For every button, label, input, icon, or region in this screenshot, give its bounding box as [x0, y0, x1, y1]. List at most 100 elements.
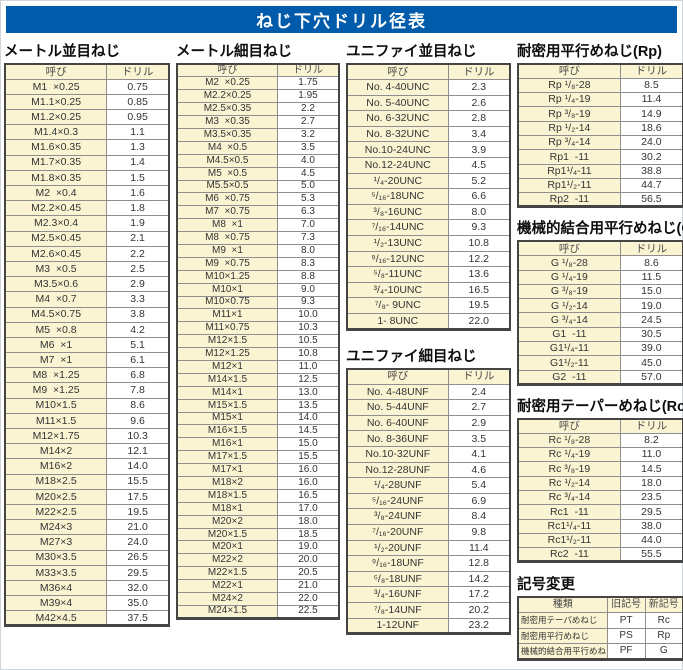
- designation-cell: Rc ¹/₂-14: [517, 475, 621, 491]
- designation-cell: M5 ×0.5: [176, 166, 278, 181]
- table-row: M8 ×0.75 7.3: [176, 231, 340, 245]
- designation-cell: M5 ×0.8: [4, 321, 108, 338]
- designation-cell: 1-12UNF: [346, 617, 449, 635]
- table-row: M20×1 19.0: [176, 540, 340, 555]
- table-row: No.10-24UNC 3.9: [346, 141, 511, 159]
- value-cell: 2.5: [106, 260, 170, 278]
- table-row: M2.6×0.45 2.2: [4, 245, 170, 262]
- value-cell: 5.1: [106, 336, 170, 354]
- value-cell: 10.5: [276, 334, 340, 349]
- designation-cell: ⁷/₁₆-20UNF: [346, 524, 449, 541]
- table-row: G1¹/₄-11 39.0: [517, 341, 683, 357]
- column-header: 呼び: [517, 63, 621, 79]
- value-cell: 1.4: [106, 154, 170, 171]
- designation-cell: M14×1.5: [176, 372, 278, 387]
- table-row: 1- 8UNC 22.0: [346, 313, 511, 330]
- table-row: ¹/₄-28UNF 5.4: [346, 477, 511, 494]
- table-row: M17×1 16.0: [176, 463, 340, 477]
- table-row: M9 ×0.75 8.3: [176, 256, 340, 271]
- table-row: M20×2 18.0: [176, 514, 340, 529]
- table-row: Rc2 -11 55.5: [517, 547, 683, 563]
- value-cell: 0.95: [106, 109, 170, 126]
- table-row: 耐密用平行めねじ PS Rp: [517, 627, 683, 645]
- designation-cell: Rc1 -11: [517, 504, 621, 520]
- value-cell: 0.85: [106, 93, 170, 111]
- table-row: ⁹/₁₆-12UNC 12.2: [346, 250, 511, 268]
- table-row: M39×4 35.0: [4, 595, 170, 612]
- designation-cell: ⁵/₁₆-24UNF: [346, 492, 449, 510]
- table-columns: メートル並目ねじ 呼び ドリル M1 ×0.25 0.75 M1.1×0.25 0.85 M…: [1, 33, 683, 661]
- section-title-unified-fine: ユニファイ細目ねじ: [346, 348, 477, 365]
- value-cell: 4.5: [276, 166, 340, 181]
- designation-cell: M22×1: [176, 579, 278, 594]
- value-cell: 12.1: [106, 443, 170, 460]
- section-title-symbol-change: 記号変更: [517, 577, 575, 594]
- table-row: Rc ³/₈-19 14.5: [517, 461, 683, 477]
- table-row: 1-12UNF 23.2: [346, 617, 511, 635]
- designation-cell: M10×1.5: [4, 397, 108, 414]
- value-cell: 15.5: [276, 450, 340, 465]
- table-row: M16×2 14.0: [4, 458, 170, 475]
- value-cell: 13.6: [447, 266, 511, 283]
- value-cell: G: [644, 643, 683, 660]
- column-header: ドリル: [447, 63, 511, 81]
- designation-cell: ¹/₄-28UNF: [346, 477, 449, 494]
- value-cell: 14.0: [106, 458, 170, 475]
- designation-cell: ³/₈-24UNF: [346, 508, 449, 526]
- value-cell: 14.5: [619, 461, 683, 477]
- designation-cell: M8 ×0.75: [176, 231, 278, 245]
- value-cell: PS: [606, 627, 646, 645]
- table-row: M3.5×0.6 2.9: [4, 276, 170, 293]
- value-cell: 20.5: [276, 566, 340, 581]
- value-cell: 5.3: [276, 192, 340, 207]
- value-cell: 35.0: [106, 595, 170, 612]
- column-header: 呼び: [517, 240, 621, 257]
- table-row: M14×1 13.0: [176, 385, 340, 400]
- rp-table: 呼び ドリル Rp ¹/₈-28 8.5 Rp ¹/₄-19 11.4 Rp ³/₈-19 1…: [517, 63, 683, 209]
- table-row: M36×4 32.0: [4, 579, 170, 597]
- table-row: M18×1 17.0: [176, 501, 340, 516]
- value-cell: 14.9: [619, 106, 683, 122]
- designation-cell: 耐密用テーパめねじ: [517, 612, 608, 629]
- value-cell: 23.5: [619, 489, 683, 506]
- designation-cell: G ³/₈-19: [517, 283, 621, 300]
- value-cell: 45.0: [619, 355, 683, 371]
- value-cell: 24.0: [619, 134, 683, 151]
- value-cell: 16.0: [276, 476, 340, 490]
- designation-cell: M8 ×1.25: [4, 367, 108, 384]
- designation-cell: No. 8-32UNC: [346, 125, 449, 143]
- table-row: M4.5×0.5 4.0: [176, 153, 340, 168]
- value-cell: 26.5: [106, 549, 170, 566]
- table-row: ³/₄-16UNF 17.2: [346, 586, 511, 603]
- designation-cell: No. 8-36UNF: [346, 430, 449, 448]
- table-row: M1.1×0.25 0.85: [4, 93, 170, 111]
- table-row: M42×4.5 37.5: [4, 610, 170, 627]
- table-row: No. 5-40UNC 2.6: [346, 94, 511, 112]
- value-cell: 37.5: [106, 610, 170, 627]
- designation-cell: ¹/₂-20UNF: [346, 539, 449, 557]
- designation-cell: M2.3×0.4: [4, 215, 108, 232]
- table-row: M12×1.25 10.8: [176, 347, 340, 361]
- table-header-row: 呼び ドリル: [4, 63, 170, 80]
- section-title-metric-coarse: メートル並目ねじ: [4, 44, 120, 60]
- table-header-row: 呼び ドリル: [517, 418, 683, 434]
- metric-fine-table: 呼び ドリル M2 ×0.25 1.75 M2.2×0.25 1.95 M2.5×0.35 2…: [176, 63, 340, 620]
- section-metric-fine: メートル細目ねじ 呼び ドリル M2 ×0.25 1.75 M2.2×0.25 1.95 M…: [176, 40, 340, 620]
- table-row: M30×3.5 26.5: [4, 549, 170, 566]
- table-row: ⁵/₁₆-24UNF 6.9: [346, 492, 511, 510]
- designation-cell: M4.5×0.75: [4, 306, 108, 323]
- value-cell: 21.0: [106, 519, 170, 536]
- column-header: 呼び: [346, 368, 449, 385]
- unified-coarse-table: 呼び ドリル No. 4-40UNC 2.3 No. 5-40UNC 2.6 No. 6-3…: [346, 63, 511, 331]
- designation-cell: M10×1: [176, 282, 278, 297]
- column-header: ドリル: [619, 240, 683, 257]
- table-row: M27×3 24.0: [4, 534, 170, 551]
- value-cell: 16.5: [447, 281, 511, 299]
- table-row: M7 ×0.75 6.3: [176, 205, 340, 220]
- designation-cell: M1 ×0.25: [4, 78, 108, 95]
- table-row: M6 ×1 5.1: [4, 336, 170, 354]
- table-header-row: 呼び ドリル: [517, 63, 683, 79]
- value-cell: 20.0: [276, 553, 340, 568]
- designation-cell: M8 ×1: [176, 218, 278, 233]
- table-row: M15×1.5 13.5: [176, 398, 340, 413]
